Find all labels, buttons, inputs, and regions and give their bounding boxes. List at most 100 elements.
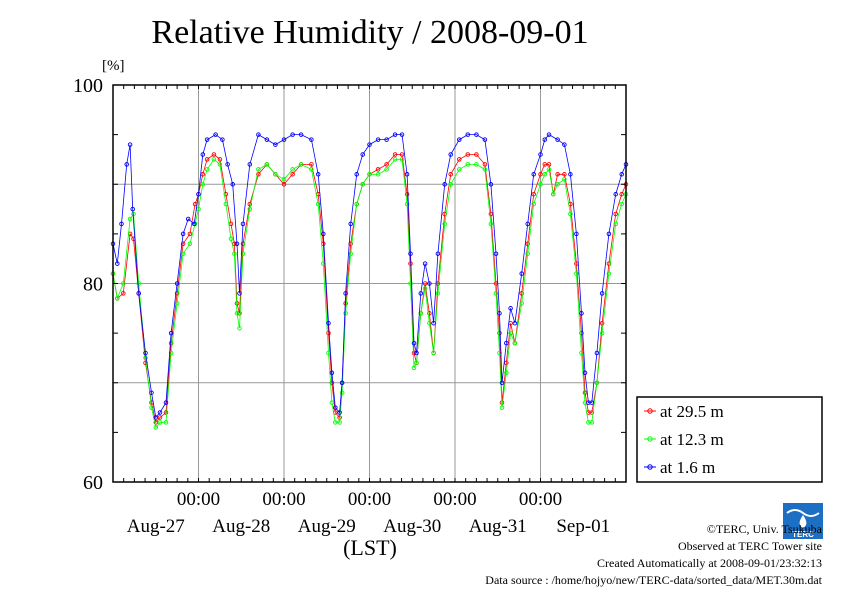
series-2 [110,132,629,420]
y-tick-label: 80 [83,274,103,296]
series-line [112,158,627,429]
x-day-label: Aug-27 [127,516,185,537]
data-point [339,380,345,386]
data-point [273,172,278,177]
data-point [315,172,321,177]
data-point [256,172,261,177]
data-point [200,182,206,187]
data-point [232,251,237,256]
data-point [360,182,365,187]
data-point [504,370,509,376]
data-point [488,221,494,227]
data-point [281,137,287,142]
data-point [422,286,428,291]
data-point [290,167,295,172]
data-point [582,390,588,395]
data-point [360,152,365,157]
data-point [281,182,287,187]
legend-swatch-marker [647,408,653,414]
data-point [508,330,513,336]
data-point [149,405,154,410]
data-point [237,311,242,316]
data-point [168,330,174,336]
data-point [435,251,441,256]
data-point [411,350,417,356]
data-point [309,137,314,142]
data-point [375,167,381,172]
data-point [115,296,120,301]
x-tick-label: 00:00 [519,489,562,510]
data-point [174,291,180,296]
data-point [504,340,509,346]
data-point [408,251,413,256]
data-point [404,172,410,177]
data-point [613,191,618,197]
data-point [343,291,348,296]
data-point [180,231,186,237]
data-point [555,137,560,142]
data-point [230,182,235,187]
data-point [448,182,453,187]
data-point [568,172,573,177]
data-point [538,182,543,187]
data-point [546,132,552,137]
data-point [290,172,295,177]
data-point [525,251,530,256]
data-point [204,157,210,162]
data-point [234,241,240,247]
data-point [180,251,186,256]
x-day-label: Aug-31 [469,516,527,537]
data-point [531,172,536,177]
data-point [309,162,314,167]
legend-label: at 29.5 m [660,402,724,421]
data-point [562,142,567,147]
axes: 60 80 100 00:00 00:00 00:00 00:00 00:00 Aug-27 Au… [73,75,627,537]
data-point [619,172,624,177]
data-point [579,330,584,336]
data-point [465,132,471,137]
data-point [589,400,595,405]
data-point [411,365,417,371]
data-point [422,261,428,266]
data-point [594,350,600,356]
data-point [508,306,513,311]
data-point [273,142,278,147]
data-point [157,420,163,425]
data-point [191,221,197,227]
y-axis-label: [%] [102,58,125,74]
data-point [399,132,405,137]
data-point [149,390,154,395]
data-point [298,162,304,167]
data-point [606,261,612,266]
data-point [185,216,191,222]
data-point [474,132,479,137]
data-point [482,162,488,167]
data-point [512,340,518,346]
data-point [519,291,524,296]
data-point [457,137,462,142]
data-point [247,201,253,207]
data-point [247,206,253,212]
data-point [187,241,193,247]
legend-label: at 12.3 m [660,430,724,449]
svg-text:TERC: TERC [792,530,814,539]
data-point [414,350,419,356]
data-point [562,172,567,177]
data-point [157,410,163,415]
data-point [499,405,505,410]
data-point [474,162,479,167]
x-tick-label: 00:00 [177,489,220,510]
data-point [348,221,353,227]
data-point [290,132,295,137]
data-point [574,231,579,237]
data-point [240,221,246,227]
data-point [130,206,135,212]
data-point [153,420,159,425]
data-point [488,182,494,187]
series-line [112,133,627,419]
credit-source: Data source : /home/hojyo/new/TERC-data/… [485,573,822,587]
data-point [448,172,453,177]
data-point [414,360,419,366]
data-point [538,152,543,157]
data-point [121,291,126,296]
